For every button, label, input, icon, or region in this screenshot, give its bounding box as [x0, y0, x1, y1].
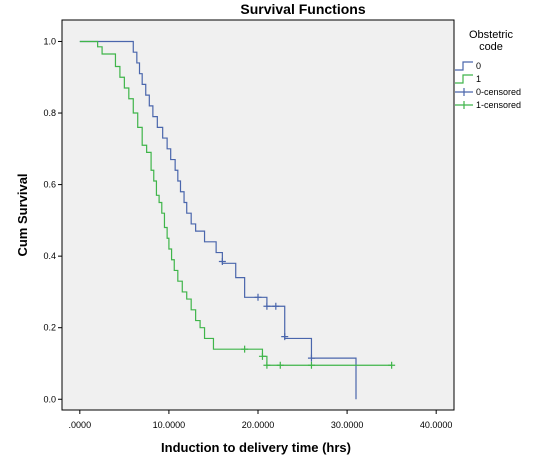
x-axis: .0000 10.0000 20.0000 30.0000 40.0000 — [69, 410, 453, 430]
series-1-survival-line — [79, 40, 392, 366]
series-0-censor-mark — [263, 302, 271, 310]
legend-censor-swatch — [455, 88, 473, 96]
series-1-censor-mark — [307, 361, 315, 369]
y-axis-title: Cum Survival — [15, 173, 30, 256]
x-tick-label: 40.0000 — [420, 420, 453, 430]
legend-title-line-1: Obstetric — [469, 29, 514, 41]
legend-items: 0 1 0-censored 1-censored — [455, 61, 521, 110]
series-1-censor-mark — [263, 361, 271, 369]
legend-label: 1-censored — [476, 100, 521, 110]
x-tick-label: 10.0000 — [153, 420, 186, 430]
legend-line-swatch — [455, 61, 473, 71]
y-tick-label: 0.2 — [43, 323, 56, 333]
y-tick-label: 0.6 — [43, 180, 56, 190]
y-axis: 0.0 0.2 0.4 0.6 0.8 1.0 — [43, 36, 62, 404]
y-tick-label: 1.0 — [43, 36, 56, 46]
series-1-censor-mark — [276, 361, 284, 369]
x-tick-label: 20.0000 — [242, 420, 275, 430]
legend: Obstetric code 0 1 0-censored 1-censored — [455, 29, 521, 110]
legend-label: 1 — [476, 74, 481, 84]
legend-label: 0-censored — [476, 87, 521, 97]
legend-entry: 1 — [455, 74, 481, 84]
legend-entry: 0-censored — [455, 87, 521, 97]
series-0-censor-mark — [281, 333, 289, 341]
series-1-censor-mark — [258, 352, 266, 360]
x-axis-title: Induction to delivery time (hrs) — [161, 440, 351, 455]
legend-censor-swatch — [455, 101, 473, 109]
series-layer — [79, 40, 396, 400]
series-1-censor-mark — [388, 361, 396, 369]
legend-line-swatch — [455, 74, 473, 84]
series-1-censor-mark — [241, 345, 249, 353]
series-0-censor-mark — [272, 302, 280, 310]
legend-title-line-2: code — [479, 41, 503, 53]
series-0-censor-mark — [254, 293, 262, 301]
legend-entry: 0 — [455, 61, 481, 71]
chart-title: Survival Functions — [240, 1, 365, 17]
y-tick-label: 0.0 — [43, 394, 56, 404]
legend-label: 0 — [476, 61, 481, 71]
legend-entry: 1-censored — [455, 100, 521, 110]
series-0-survival-line — [79, 40, 357, 400]
y-tick-label: 0.4 — [43, 251, 56, 261]
series-0-censor-mark — [307, 354, 315, 362]
series-0-censor-mark — [218, 258, 226, 266]
x-tick-label: 30.0000 — [331, 420, 364, 430]
y-tick-label: 0.8 — [43, 108, 56, 118]
x-tick-label: .0000 — [69, 420, 92, 430]
plot-area — [61, 19, 455, 411]
